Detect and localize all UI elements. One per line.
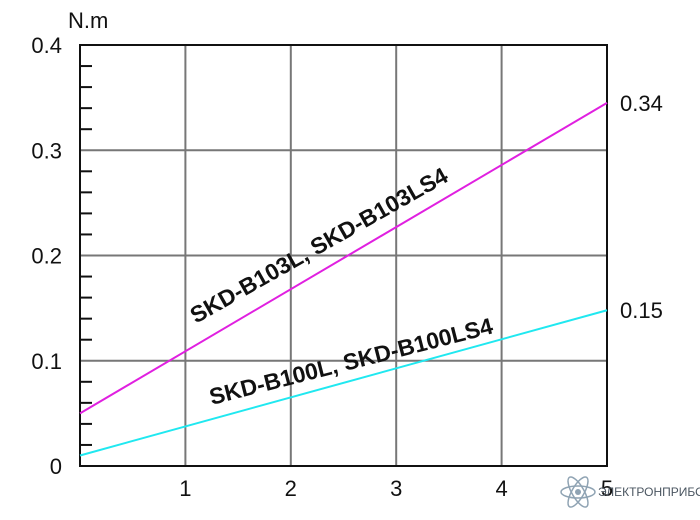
watermark: ЭЛЕКТРОНПРИБОР [560, 476, 700, 508]
series-end-label: 0.15 [620, 298, 663, 323]
grid [80, 45, 607, 466]
y-axis-unit-label: N.m [68, 8, 108, 33]
y-tick-label: 0 [50, 454, 62, 479]
x-tick-label: 2 [285, 476, 297, 501]
x-tick-label: 5 [601, 476, 613, 501]
x-tick-label: 3 [390, 476, 402, 501]
atom-icon [560, 476, 596, 508]
x-tick-label: 4 [495, 476, 507, 501]
y-tick-label: 0.3 [31, 138, 62, 163]
series-line [79, 102, 608, 415]
y-tick-label: 0.2 [31, 244, 62, 269]
watermark-text: ЭЛЕКТРОНПРИБОР [598, 485, 700, 499]
x-tick-label: 1 [179, 476, 191, 501]
y-tick-label: 0.4 [31, 33, 62, 58]
minor-ticks [80, 65, 92, 446]
series-lines [79, 102, 608, 457]
series-label: SKD-B103L, SKD-B103LS4 [186, 162, 453, 328]
y-tick-label: 0.1 [31, 349, 62, 374]
series-end-label: 0.34 [620, 91, 663, 116]
series-line [79, 309, 608, 457]
plot-frame [79, 44, 608, 467]
